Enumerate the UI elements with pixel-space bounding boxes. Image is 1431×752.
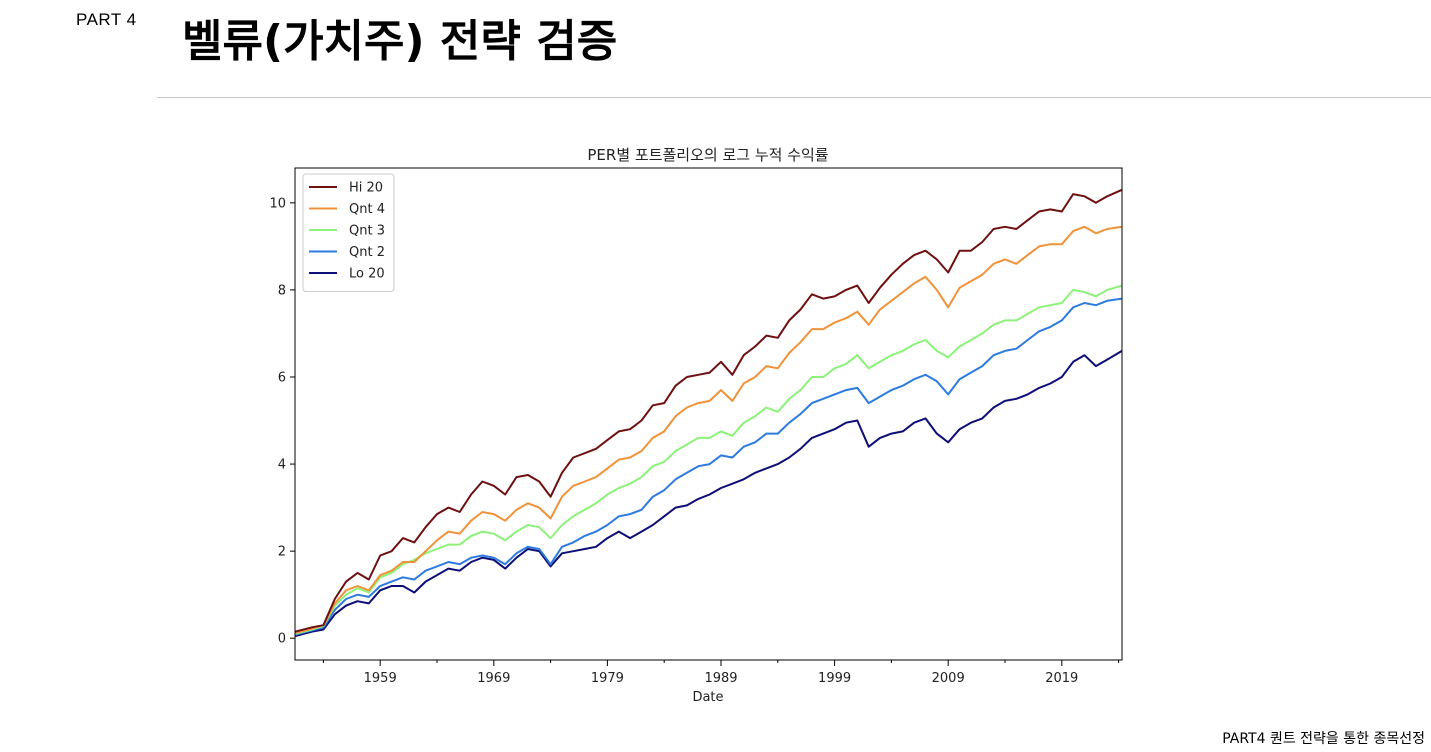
- legend-label: Qnt 3: [349, 224, 385, 239]
- y-tick-label: 10: [269, 196, 286, 211]
- series-line-qnt-4: [294, 225, 1123, 634]
- legend-label: Qnt 4: [349, 202, 385, 217]
- series-line-hi-20: [294, 188, 1123, 633]
- legend-label: Qnt 2: [349, 245, 385, 260]
- x-axis-label: Date: [692, 690, 723, 705]
- title-divider: [157, 97, 1431, 98]
- y-tick-label: 4: [278, 458, 286, 473]
- part-label: PART 4: [76, 10, 137, 29]
- y-axis: 0 2 4 6 8 10: [269, 196, 295, 647]
- x-tick-label: 1959: [364, 671, 397, 686]
- x-axis: 1959 1969 1979 1989 1999 2009 2019: [322, 660, 1120, 686]
- y-tick-label: 0: [278, 632, 286, 647]
- x-tick-label: 1979: [591, 671, 624, 686]
- chart-title: PER별 포트폴리오의 로그 누적 수익률: [587, 146, 828, 164]
- x-tick-label: 1999: [818, 671, 851, 686]
- page-title: 벨류(가치주) 전략 검증: [182, 16, 618, 67]
- series-line-qnt-3: [294, 284, 1123, 635]
- plot-frame: [294, 167, 1123, 661]
- x-tick-label: 1969: [477, 671, 510, 686]
- legend-label: Hi 20: [349, 181, 383, 196]
- plot-area: [294, 167, 1123, 661]
- y-tick-label: 2: [278, 545, 286, 560]
- x-tick-label: 2009: [932, 671, 965, 686]
- x-tick-label: 1989: [704, 671, 737, 686]
- x-tick-label: 2019: [1045, 671, 1078, 686]
- y-tick-label: 6: [278, 370, 286, 385]
- series-line-lo-20: [294, 350, 1123, 638]
- chart-legend: Hi 20 Qnt 4 Qnt 3 Qnt 2 Lo 20: [302, 173, 395, 292]
- y-tick-label: 8: [278, 283, 286, 298]
- legend-label: Lo 20: [349, 267, 385, 282]
- series-line-qnt-2: [294, 297, 1123, 636]
- footer-text: PART4 퀀트 전략을 통한 종목선정: [1222, 731, 1425, 747]
- legend-box: [302, 173, 395, 292]
